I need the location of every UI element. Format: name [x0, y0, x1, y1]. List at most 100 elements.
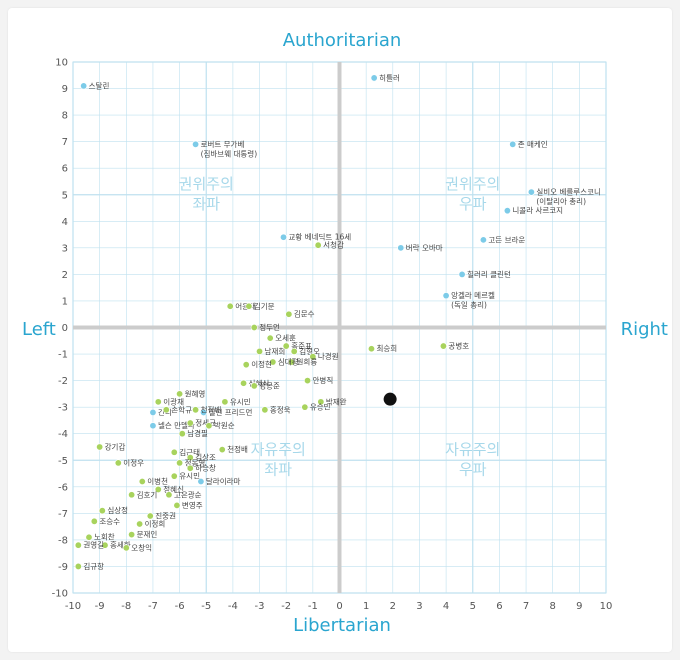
y-tick-label: -8	[58, 535, 68, 546]
x-tick-label: -5	[201, 601, 211, 612]
point-label: 나경원	[318, 351, 339, 361]
data-point	[442, 292, 450, 300]
point-label: 강기갑	[105, 441, 126, 451]
x-tick-label: 0	[336, 601, 342, 612]
x-tick-label: -10	[65, 601, 81, 612]
point-label: 홍준표	[291, 341, 312, 351]
y-tick-label: -9	[58, 562, 68, 573]
point-label: 변영주	[182, 500, 203, 510]
data-point	[128, 531, 136, 539]
y-tick-label: -7	[58, 509, 68, 520]
quadrant-label: 권위주의	[179, 175, 234, 193]
data-point	[154, 398, 162, 406]
axis-title-right: Right	[621, 319, 668, 340]
y-tick-label: -4	[58, 429, 68, 440]
point-label: 서청갑	[323, 241, 344, 250]
data-point	[527, 188, 535, 196]
point-label: 교황 베네딕트 16세	[289, 232, 352, 242]
x-tick-label: -7	[148, 601, 158, 612]
data-point	[186, 454, 194, 462]
point-label: 심상정	[107, 505, 128, 515]
point-label: 정동영	[185, 457, 206, 467]
point-label: 정혜신	[163, 484, 184, 494]
point-label: 정몽준	[259, 380, 280, 390]
y-tick-label: 7	[62, 137, 68, 148]
point-label: 앙겔라 메르켈	[451, 290, 495, 300]
quadrant-label: 좌파	[264, 460, 292, 478]
data-point	[138, 477, 146, 485]
point-label: 밀턴 프리드먼	[209, 407, 253, 417]
quadrant-label: 권위주의	[445, 175, 500, 193]
point-label: 고든 브라운	[488, 235, 525, 244]
data-point	[242, 361, 250, 369]
data-point	[176, 390, 184, 398]
x-tick-label: 6	[496, 601, 502, 612]
point-label: 안병직	[313, 375, 334, 385]
point-label: 실비오 베를루스코니	[536, 187, 600, 197]
y-tick-label: -5	[58, 456, 68, 467]
data-point	[288, 358, 296, 366]
data-point	[479, 236, 487, 244]
point-label: 히틀러	[379, 72, 400, 82]
point-label: 김형오	[299, 346, 320, 356]
data-point	[314, 241, 322, 249]
data-point	[101, 541, 109, 549]
point-label: 존 매케인	[518, 139, 548, 149]
data-point	[317, 398, 325, 406]
data-point	[367, 345, 375, 353]
data-point	[218, 446, 226, 454]
data-point	[503, 207, 511, 215]
data-point	[256, 347, 264, 355]
point-label: 이정희	[145, 518, 166, 528]
point-label: 홍정욱	[270, 404, 291, 414]
point-label-secondary: (짐바브웨 대통령)	[201, 148, 258, 158]
y-tick-label: -6	[58, 482, 68, 493]
y-tick-label: 8	[62, 111, 68, 122]
y-tick-label: 3	[62, 243, 68, 254]
y-tick-label: -1	[58, 350, 68, 361]
x-tick-label: 10	[600, 601, 613, 612]
point-label: 김문수	[294, 309, 315, 319]
x-tick-label: 2	[390, 601, 396, 612]
x-tick-label: 5	[470, 601, 476, 612]
data-point	[285, 310, 293, 318]
y-tick-label: -3	[58, 403, 68, 414]
data-point	[192, 140, 200, 148]
data-point	[226, 302, 234, 310]
point-label: 정두언	[259, 322, 280, 332]
point-label: 넬슨 만델라	[158, 421, 195, 430]
point-label: 하승창	[195, 463, 216, 473]
data-point	[197, 477, 205, 485]
x-tick-label: 3	[416, 601, 422, 612]
point-label: 김규항	[83, 561, 104, 571]
data-point	[304, 377, 312, 385]
point-label: 박원순	[214, 420, 235, 430]
point-label: 이정우	[123, 457, 144, 467]
y-tick-label: 5	[62, 190, 68, 201]
data-point	[74, 562, 82, 570]
data-point	[458, 270, 466, 278]
data-point	[200, 408, 208, 416]
point-label: 권영길	[83, 540, 104, 550]
point-label: 고은광순	[174, 489, 202, 499]
data-point	[170, 472, 178, 480]
data-point	[250, 382, 258, 390]
data-point	[74, 541, 82, 549]
data-point	[309, 353, 317, 361]
point-label: 노회찬	[94, 532, 115, 542]
point-label: 정세균	[195, 418, 216, 428]
point-label: 이병천	[147, 476, 168, 486]
x-tick-label: -2	[281, 601, 291, 612]
axis-title-top: Authoritarian	[283, 30, 402, 51]
point-label: 김호기	[137, 489, 158, 499]
point-label: 이광재	[163, 396, 184, 406]
y-tick-label: -10	[52, 589, 68, 600]
quadrant-label: 좌파	[192, 195, 220, 213]
data-point	[136, 520, 144, 528]
data-point	[149, 422, 157, 430]
data-point	[176, 459, 184, 467]
point-label: 니콜라 사르코지	[512, 206, 563, 215]
data-point	[114, 459, 122, 467]
point-label: 최승희	[376, 343, 397, 353]
